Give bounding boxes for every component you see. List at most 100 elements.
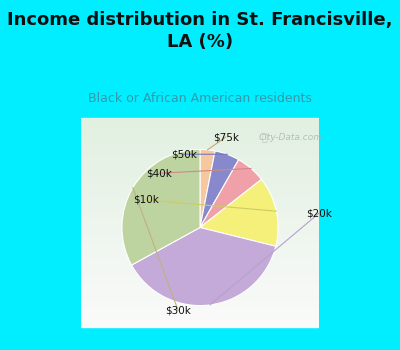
Wedge shape bbox=[200, 149, 215, 228]
Wedge shape bbox=[132, 228, 276, 306]
Bar bbox=[62, 154, 367, 156]
Bar bbox=[62, 262, 367, 265]
Bar bbox=[62, 273, 367, 275]
Bar bbox=[62, 279, 367, 281]
Bar bbox=[62, 323, 367, 326]
Bar bbox=[62, 250, 367, 252]
Bar bbox=[62, 284, 367, 286]
Bar bbox=[62, 166, 367, 168]
Bar bbox=[62, 189, 367, 191]
Bar bbox=[62, 118, 367, 120]
Bar bbox=[62, 202, 367, 204]
Bar bbox=[62, 128, 367, 131]
Bar bbox=[62, 256, 367, 258]
Bar bbox=[62, 252, 367, 254]
Bar bbox=[62, 198, 367, 200]
Bar bbox=[62, 246, 367, 248]
Bar bbox=[62, 137, 367, 139]
Bar bbox=[62, 158, 367, 160]
Bar bbox=[62, 269, 367, 271]
Bar bbox=[62, 208, 367, 210]
Bar bbox=[62, 147, 367, 149]
Bar bbox=[62, 304, 367, 307]
Bar bbox=[62, 200, 367, 202]
Bar bbox=[62, 300, 367, 302]
Bar bbox=[62, 298, 367, 300]
Bar bbox=[62, 214, 367, 216]
Text: Black or African American residents: Black or African American residents bbox=[88, 92, 312, 105]
Bar bbox=[62, 231, 367, 233]
Bar bbox=[62, 248, 367, 250]
Bar bbox=[62, 170, 367, 173]
Bar bbox=[62, 168, 367, 170]
Text: $75k: $75k bbox=[213, 132, 239, 142]
Bar bbox=[62, 302, 367, 304]
Bar bbox=[62, 218, 367, 220]
Bar bbox=[62, 265, 367, 267]
Bar bbox=[62, 131, 367, 133]
Bar bbox=[62, 152, 367, 154]
Bar bbox=[62, 187, 367, 189]
Text: $20k: $20k bbox=[306, 208, 332, 218]
Bar bbox=[62, 260, 367, 262]
Text: $30k: $30k bbox=[165, 305, 191, 315]
Bar bbox=[62, 210, 367, 212]
Bar bbox=[62, 120, 367, 122]
Bar bbox=[62, 233, 367, 235]
Bar bbox=[62, 237, 367, 239]
Bar bbox=[62, 326, 367, 328]
Bar bbox=[62, 321, 367, 323]
Bar bbox=[62, 124, 367, 126]
Bar bbox=[62, 177, 367, 179]
Bar bbox=[62, 173, 367, 175]
Bar bbox=[62, 194, 367, 196]
Bar bbox=[62, 156, 367, 158]
Bar bbox=[62, 267, 367, 269]
Bar bbox=[62, 133, 367, 135]
Bar bbox=[62, 220, 367, 223]
Bar bbox=[62, 286, 367, 288]
Bar bbox=[62, 296, 367, 298]
Bar bbox=[62, 288, 367, 290]
Bar bbox=[62, 223, 367, 225]
Bar bbox=[62, 239, 367, 241]
Bar bbox=[62, 191, 367, 194]
Bar bbox=[62, 315, 367, 317]
Wedge shape bbox=[200, 160, 262, 228]
Bar bbox=[62, 290, 367, 292]
Bar bbox=[62, 185, 367, 187]
Bar bbox=[62, 294, 367, 296]
Wedge shape bbox=[200, 151, 239, 228]
Bar bbox=[62, 139, 367, 141]
Bar bbox=[62, 196, 367, 198]
Bar bbox=[62, 175, 367, 177]
Bar bbox=[62, 275, 367, 277]
Bar bbox=[62, 141, 367, 143]
Bar bbox=[62, 241, 367, 244]
Bar bbox=[62, 281, 367, 284]
Bar bbox=[62, 160, 367, 162]
Bar bbox=[62, 179, 367, 181]
Bar bbox=[62, 143, 367, 145]
Bar bbox=[62, 149, 367, 152]
Bar bbox=[62, 244, 367, 246]
Bar bbox=[62, 258, 367, 260]
Text: $50k: $50k bbox=[171, 149, 197, 159]
Bar bbox=[62, 254, 367, 256]
Bar bbox=[62, 122, 367, 124]
Bar bbox=[62, 311, 367, 313]
Text: City-Data.com: City-Data.com bbox=[258, 133, 322, 141]
Bar bbox=[62, 307, 367, 309]
Bar bbox=[62, 183, 367, 185]
Bar bbox=[62, 204, 367, 206]
Bar bbox=[62, 292, 367, 294]
Bar bbox=[62, 225, 367, 227]
Bar bbox=[62, 162, 367, 164]
Bar bbox=[62, 145, 367, 147]
Bar bbox=[62, 181, 367, 183]
Text: Ⓢ: Ⓢ bbox=[261, 132, 267, 142]
Bar bbox=[62, 317, 367, 319]
Bar bbox=[62, 271, 367, 273]
Bar bbox=[62, 126, 367, 128]
Bar bbox=[62, 313, 367, 315]
